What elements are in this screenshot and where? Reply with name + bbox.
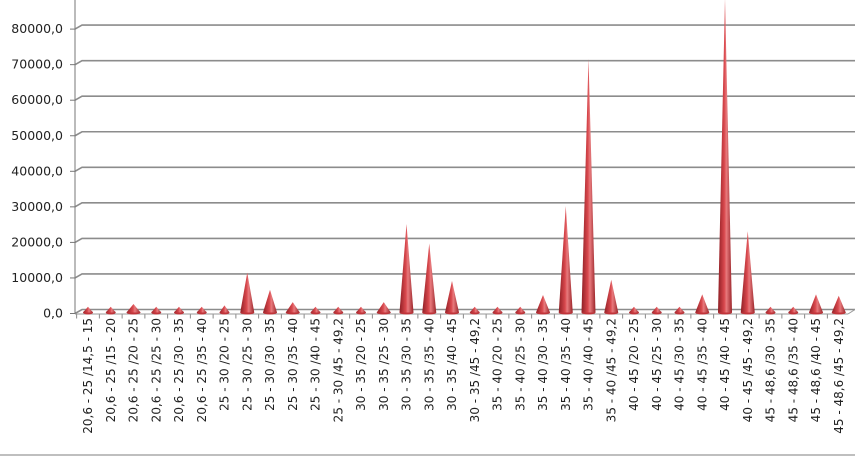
y-tick-label: 80000,0 (11, 21, 63, 36)
cone-bar (740, 231, 755, 313)
x-tick-label: 40 - 45 /25 - 30 (650, 318, 664, 411)
y-tick-label: 30000,0 (11, 199, 63, 214)
y-tick-label: 0,0 (43, 306, 63, 321)
cone-bar (310, 306, 321, 313)
gridlines (74, 24, 855, 315)
x-tick-label: 40 - 45 /35 - 40 (695, 318, 709, 411)
gridline (74, 59, 855, 66)
cone-bar (604, 279, 619, 313)
cone-bar (422, 243, 437, 313)
gridline (74, 95, 855, 101)
gridline (74, 308, 855, 315)
x-tick-label: 30 - 35 /20 - 25 (354, 318, 368, 411)
cone-bar (469, 306, 480, 313)
cone-bar (240, 272, 255, 313)
y-tick-label: 20000,0 (11, 234, 63, 249)
x-tick-label: 35 - 40 /40 - 45 (582, 318, 596, 411)
x-tick-label: 25 - 30 /20 - 25 (218, 318, 232, 411)
x-tick-label: 20,6 - 25 /35 - 40 (195, 318, 209, 422)
cone-bar (536, 295, 550, 313)
x-tick-label: 30 - 35 /25 - 30 (377, 318, 391, 411)
cone-bar (809, 294, 823, 313)
gridline (74, 273, 855, 279)
x-tick-label: 25 - 30 /45 - 49,2 (331, 318, 345, 422)
x-tick-label: 35 - 40 /30 - 35 (536, 318, 550, 411)
cone-bar (718, 0, 732, 313)
cone-bar (376, 302, 391, 313)
cone-bar (126, 303, 141, 313)
x-tick-label: 40 - 45 /20 - 25 (627, 318, 641, 411)
cone-bar (651, 306, 662, 313)
cone-bar (581, 58, 596, 313)
y-tick-label: 60000,0 (11, 92, 63, 107)
y-tick-label: 40000,0 (11, 163, 63, 178)
x-tick-label: 40 - 45 /45 - 49,2 (741, 318, 755, 422)
x-tick-label: 20,6 - 25 /20 - 25 (127, 318, 141, 422)
x-tick-label: 40 - 45 /40 - 45 (718, 318, 732, 411)
cone-bar (399, 223, 414, 313)
cone-bar (174, 306, 184, 313)
y-axis-ticks: 0,0 10000,0 20000,0 30000,0 40000,0 50000,0 60… (11, 0, 75, 321)
cone-bar (196, 306, 207, 313)
x-tick-label: 45 - 48,6 /30 - 35 (764, 318, 778, 422)
x-tick-label: 40 - 45 /30 - 35 (673, 318, 687, 411)
cone-bar (629, 306, 639, 313)
cone-bar (445, 280, 459, 313)
gridline (74, 24, 855, 30)
cone-bar (831, 295, 846, 313)
gridline (74, 202, 855, 208)
x-tick-label: 20,6 - 25 /25 - 30 (149, 318, 163, 422)
x-tick-label: 35 - 40 /45 - 49,2 (604, 318, 618, 422)
gridline (74, 166, 855, 172)
cone-bar (515, 306, 526, 313)
x-tick-label: 45 - 48,6 /35 - 40 (786, 318, 800, 422)
x-tick-label: 45 - 48,6 /40 - 45 (809, 318, 823, 422)
x-tick-label: 25 - 30 /30 - 35 (263, 318, 277, 411)
cone-bar (219, 305, 230, 313)
cone-bar (333, 306, 344, 313)
cone-bar (558, 206, 573, 313)
cones (83, 0, 846, 315)
x-tick-label: 30 - 35 /45 - 49,2 (468, 318, 482, 422)
cone-bar (492, 306, 503, 313)
cone-bar (695, 294, 710, 313)
x-axis-labels: 20,6 - 25 /14,5 - 15 20,6 - 25 /15 - 20 20… (76, 314, 846, 434)
x-tick-label: 25 - 30 /25 - 30 (240, 318, 254, 411)
y-tick-label: 10000,0 (11, 270, 63, 285)
x-tick-label: 35 - 40 /25 - 30 (513, 318, 527, 411)
y-tick-label: 50000,0 (11, 128, 63, 143)
gridline (74, 237, 855, 244)
x-tick-label: 25 - 30 /40 - 45 (309, 318, 323, 411)
cone-bar (674, 306, 685, 313)
x-tick-label: 20,6 - 25 /30 - 35 (172, 318, 186, 422)
gridline (74, 130, 855, 137)
x-tick-label: 35 - 40 /35 - 40 (559, 318, 573, 411)
cone-bar (151, 306, 162, 313)
x-tick-label: 25 - 30 /35 - 40 (286, 318, 300, 411)
x-tick-label: 45 - 48,6 /45 - 49,2 (832, 318, 846, 434)
x-tick-label: 30 - 35 /30 - 35 (400, 318, 414, 411)
floor-edge-side (847, 309, 855, 315)
y-tick-label: 90000,0 (11, 0, 63, 1)
cone-bar (788, 306, 799, 313)
cone-bar (765, 306, 776, 313)
cone-bar (356, 306, 366, 313)
x-tick-label: 30 - 35 /35 - 40 (422, 318, 436, 411)
cone-bar (285, 302, 300, 313)
x-tick-label: 35 - 40 /20 - 25 (491, 318, 505, 411)
cone-bar (105, 306, 116, 313)
x-tick-label: 20,6 - 25 /14,5 - 15 (81, 318, 95, 434)
x-tick-label: 30 - 35 /40 - 45 (445, 318, 459, 411)
y-tick-label: 70000,0 (11, 57, 63, 72)
x-tick-label: 20,6 - 25 /15 - 20 (104, 318, 118, 422)
cone-bar (83, 306, 93, 313)
cone-bar (263, 289, 277, 313)
